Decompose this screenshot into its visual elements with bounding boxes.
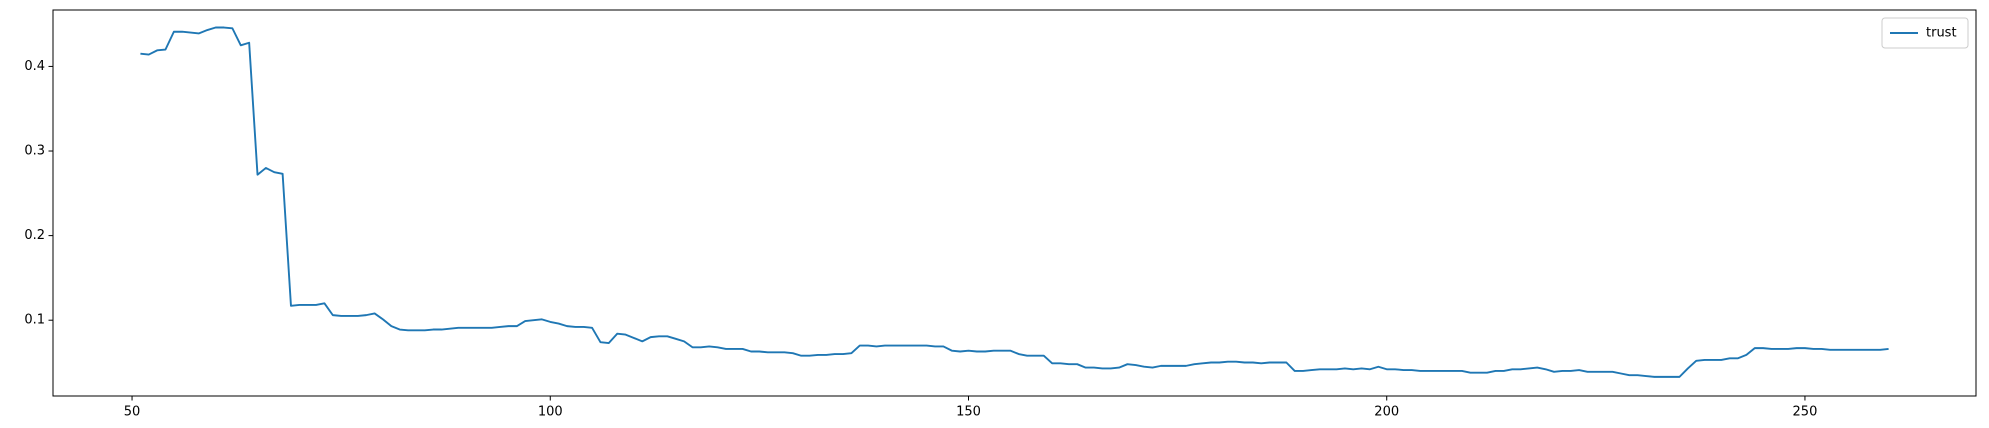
y-tick-label: 0.4 xyxy=(24,59,45,74)
x-tick-label: 150 xyxy=(956,405,981,420)
x-tick-label: 200 xyxy=(1374,405,1399,420)
y-tick-label: 0.2 xyxy=(24,228,45,243)
x-tick-label: 100 xyxy=(538,405,563,420)
x-tick-label: 250 xyxy=(1793,405,1818,420)
legend-box xyxy=(1881,17,1969,49)
y-tick-label: 0.1 xyxy=(24,313,45,328)
y-tick-label: 0.3 xyxy=(24,144,45,159)
data-line xyxy=(140,26,1889,378)
x-tick-label: 50 xyxy=(124,405,141,420)
legend: trust xyxy=(1881,17,1969,49)
legend-label: trust xyxy=(1926,26,1957,41)
plot-frame xyxy=(52,9,1977,397)
